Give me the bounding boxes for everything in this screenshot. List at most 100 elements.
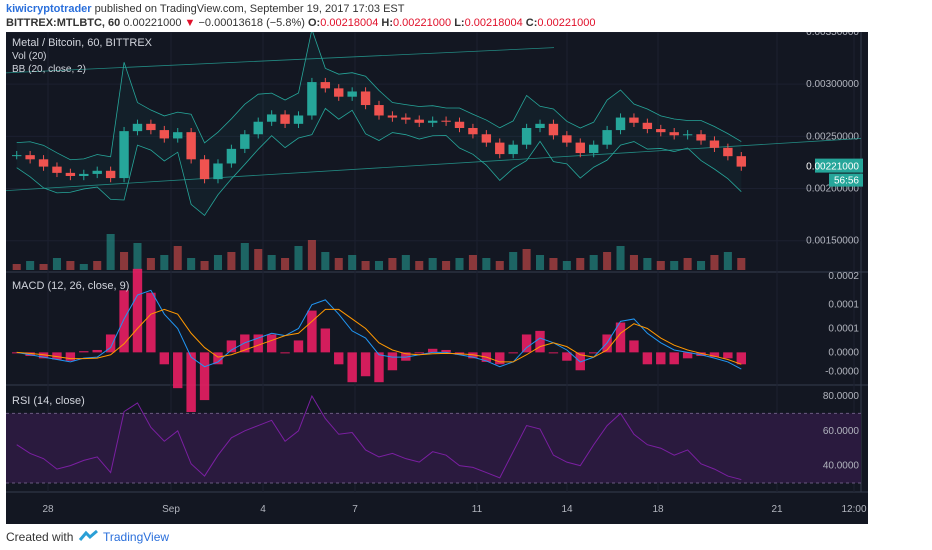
macd-tick-label: 0.0000 [828, 347, 859, 358]
macd-histogram-bar [105, 334, 116, 353]
countdown-tag [829, 173, 863, 187]
macd-histogram-bar [146, 292, 156, 353]
candle [293, 111, 304, 128]
macd-histogram-bar [266, 334, 277, 353]
down-arrow-icon: ▼ [184, 17, 196, 29]
rsi-line [16, 394, 742, 481]
macd-histogram-bar [52, 352, 62, 360]
candle-body [12, 155, 22, 157]
macd-histogram-bar [173, 352, 183, 389]
macd-histogram-bar [682, 352, 693, 359]
candle [307, 77, 317, 120]
footer: Created with TradingView [0, 524, 932, 550]
candle [79, 169, 89, 181]
bb-legend: BB (20, close, 2) [12, 64, 86, 75]
candle [173, 128, 183, 143]
volume-bar [106, 234, 115, 270]
candle-body [307, 82, 317, 116]
candle-body [253, 121, 263, 135]
tradingview-logo-icon [78, 529, 98, 541]
candle-body [495, 142, 505, 155]
candle [387, 111, 398, 122]
close-label: C: [525, 17, 538, 29]
volume-bar [670, 261, 679, 270]
volume-bar [629, 255, 638, 270]
candle [105, 166, 116, 183]
candle [92, 166, 102, 179]
candle [132, 119, 143, 136]
author-link[interactable]: kiwicryptotrader [6, 3, 92, 15]
macd-histogram-bar [240, 334, 250, 353]
candle-body [280, 114, 290, 124]
volume-bar [710, 255, 719, 270]
candle [374, 100, 384, 120]
candle-body [334, 88, 344, 97]
candle [454, 117, 465, 133]
candle-body [360, 91, 371, 106]
volume-bar [442, 261, 451, 270]
macd-histogram-bar [709, 352, 720, 358]
candle-body [709, 140, 720, 148]
candle [642, 118, 653, 134]
candle-body [320, 82, 331, 89]
volume-bar [576, 258, 585, 270]
tradingview-brand-link[interactable]: TradingView [103, 530, 170, 544]
candle-body [615, 117, 626, 131]
volume-bar [549, 258, 558, 270]
candle-body [535, 123, 545, 128]
candle [266, 110, 277, 126]
macd-histogram-bar [414, 352, 424, 354]
candle [38, 155, 49, 171]
macd-histogram-bar [736, 352, 746, 365]
chart-area[interactable]: 28 Sep 4 7 11 14 18 21 12:00 0.00350000 0.00300000… [6, 32, 868, 524]
candle [226, 144, 237, 168]
macd-histogram-bar [615, 322, 626, 353]
candle [736, 152, 746, 171]
candle [253, 117, 263, 139]
volume-bar [213, 255, 223, 270]
volume-bar [603, 252, 612, 270]
candle [401, 113, 411, 124]
candle-body [105, 170, 116, 179]
chart-svg[interactable]: 28 Sep 4 7 11 14 18 21 12:00 0.00350000 0.00300000… [6, 32, 868, 524]
candle-body [602, 130, 612, 145]
macd-histogram-bar [374, 352, 384, 383]
macd-histogram-bar [441, 349, 451, 353]
macd-histogram-bar [307, 310, 317, 353]
candle-body [414, 119, 424, 123]
macd-histogram-bar [508, 352, 518, 354]
macd-histogram-bar [360, 352, 371, 377]
candle-body [427, 120, 438, 123]
volume-bar [160, 255, 169, 270]
volume-bar [39, 264, 48, 270]
candle-body [441, 120, 451, 122]
candle [334, 84, 344, 101]
macd-histogram-bar [468, 352, 478, 359]
macd-histogram-bar [562, 352, 572, 361]
bollinger-upper [16, 32, 742, 161]
candle-body [723, 147, 733, 157]
volume-bar [334, 258, 343, 270]
candle [119, 126, 129, 183]
volume-bar [388, 258, 397, 270]
candle-body [669, 132, 679, 136]
rsi-tick-label: 40.0000 [823, 461, 860, 472]
candle [669, 128, 679, 140]
candle-body [226, 148, 237, 164]
y-tick-label: 0.00350000 [806, 32, 859, 38]
publish-line: kiwicryptotrader published on TradingVie… [6, 3, 405, 15]
candle-body [38, 159, 49, 167]
candle [52, 162, 62, 178]
volume-bar [173, 246, 182, 270]
rsi-tick-label: 80.0000 [823, 391, 860, 402]
candle [159, 125, 170, 143]
candle [146, 119, 156, 135]
created-with-text: Created with [6, 530, 74, 544]
candle [199, 155, 210, 184]
candle-body [293, 115, 304, 124]
candle-body [374, 105, 384, 116]
volume-bar [307, 240, 316, 270]
candle [629, 113, 639, 127]
macd-histogram-bar [401, 352, 411, 361]
price-value: 0.00221000 [123, 17, 182, 29]
